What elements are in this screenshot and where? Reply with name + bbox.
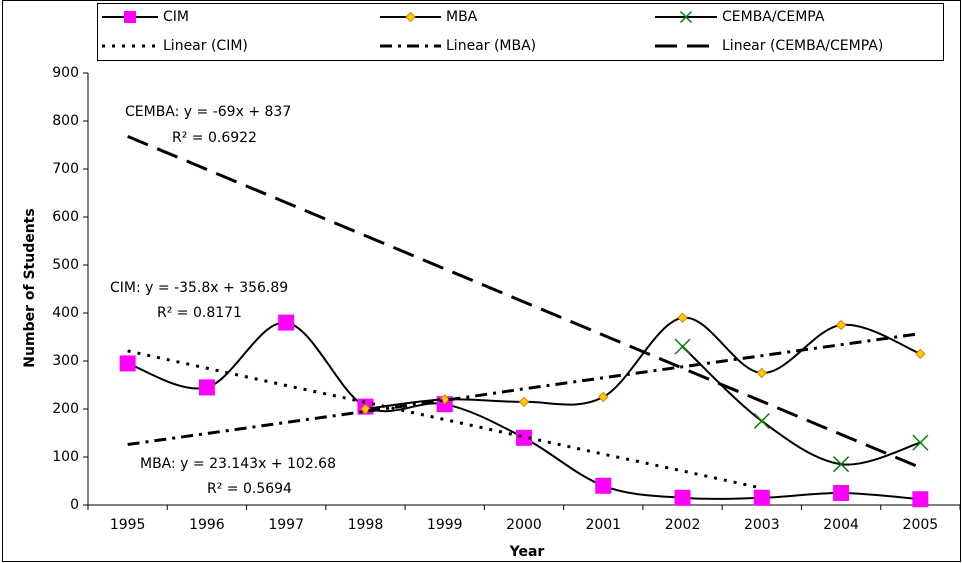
- legend-marker: [405, 11, 416, 23]
- annotation: R² = 0.8171: [157, 305, 242, 321]
- series-line: [681, 345, 921, 466]
- x-tick-label: 1999: [427, 517, 463, 533]
- y-tick-label: 400: [52, 305, 79, 321]
- marker: [516, 429, 532, 446]
- legend-label: Linear (MBA): [446, 38, 536, 54]
- y-tick-label: 800: [52, 113, 79, 129]
- legend-label: CIM: [163, 9, 189, 25]
- marker: [835, 319, 847, 331]
- x-tick-label: 2003: [744, 517, 780, 533]
- marker: [119, 355, 136, 372]
- marker: [439, 394, 450, 405]
- marker: [915, 348, 926, 360]
- marker: [756, 367, 768, 379]
- marker: [598, 391, 609, 403]
- series-line: [365, 316, 921, 410]
- y-tick-label: 100: [52, 449, 79, 465]
- series-line: [127, 332, 921, 447]
- legend-label: Linear (CIM): [163, 38, 248, 54]
- marker: [278, 314, 295, 331]
- y-tick-label: 300: [52, 353, 79, 369]
- x-tick-label: 2002: [665, 517, 701, 533]
- y-axis-title: Number of Students: [22, 208, 38, 367]
- marker: [198, 379, 215, 396]
- x-tick-label: 1997: [268, 517, 304, 533]
- y-tick-label: 600: [52, 209, 79, 225]
- legend-label: Linear (CEMBA/CEMPA): [722, 38, 883, 54]
- x-axis-title: Year: [509, 544, 545, 560]
- marker: [833, 485, 850, 501]
- x-tick-label: 1996: [189, 517, 225, 533]
- annotation: MBA: y = 23.143x + 102.68: [140, 456, 336, 472]
- x-tick-label: 1995: [110, 517, 146, 533]
- series-line: [127, 321, 921, 501]
- series-line: [127, 349, 763, 490]
- y-tick-label: 500: [52, 257, 79, 273]
- x-tick-label: 2001: [585, 517, 621, 533]
- y-tick-label: 700: [52, 161, 79, 177]
- annotation: CIM: y = -35.8x + 356.89: [110, 280, 288, 296]
- marker: [677, 312, 688, 324]
- marker: [753, 412, 770, 430]
- annotation: R² = 0.5694: [207, 481, 292, 497]
- x-tick-label: 2000: [506, 517, 542, 533]
- y-tick-label: 900: [52, 65, 79, 81]
- annotation: CEMBA: y = -69x + 837: [125, 104, 291, 120]
- marker: [360, 403, 371, 415]
- legend-marker: [124, 11, 136, 23]
- marker: [674, 489, 691, 506]
- marker: [595, 477, 612, 494]
- marker: [674, 338, 691, 355]
- x-tick-label: 2005: [903, 517, 939, 533]
- legend-label: CEMBA/CEMPA: [722, 9, 825, 25]
- marker: [753, 489, 770, 506]
- marker: [912, 434, 929, 451]
- y-tick-label: 0: [70, 497, 79, 513]
- marker: [833, 456, 850, 473]
- legend-marker: [679, 10, 693, 24]
- series-line: [127, 134, 921, 469]
- legend-box: [97, 3, 944, 61]
- y-tick-label: 200: [52, 401, 79, 417]
- legend-label: MBA: [446, 9, 478, 25]
- x-tick-label: 2004: [823, 517, 859, 533]
- marker: [518, 396, 530, 408]
- x-tick-label: 1998: [348, 517, 384, 533]
- marker: [912, 491, 929, 508]
- annotation: R² = 0.6922: [172, 130, 257, 146]
